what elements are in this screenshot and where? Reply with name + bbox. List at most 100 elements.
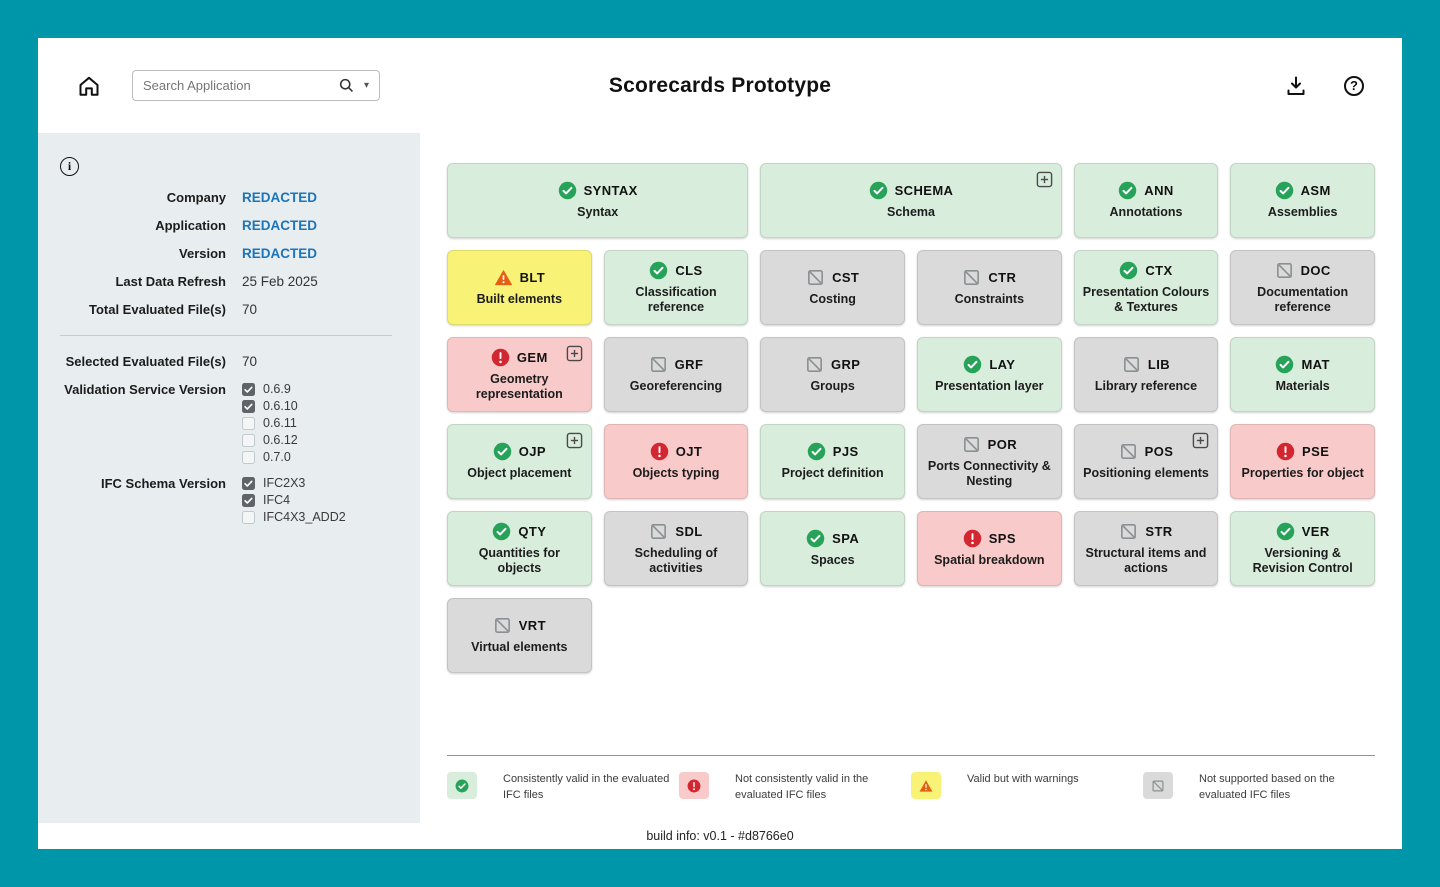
scorecard-lib[interactable]: LIB Library reference [1073, 337, 1219, 412]
download-button[interactable] [1284, 74, 1308, 98]
checkbox-unchecked[interactable] [242, 433, 255, 447]
scorecard-asm[interactable]: ASM Assemblies [1230, 163, 1375, 238]
legend-text: Not supported based on the evaluated IFC… [1199, 773, 1335, 801]
card-name: Geometry representation [475, 371, 563, 401]
filter-option-ifc2x3[interactable]: IFC2X3 [242, 476, 346, 490]
build-info: build info: v0.1 - #d8766e0 [646, 829, 794, 843]
legend-item-unsupported: Not supported based on the evaluated IFC… [1143, 772, 1375, 803]
filter-option-ifc4x3_add2[interactable]: IFC4X3_ADD2 [242, 510, 346, 524]
scorecard-pos[interactable]: POS Positioning elements [1073, 424, 1219, 499]
card-code: OJT [675, 444, 703, 459]
card-name: Presentation layer [935, 379, 1044, 393]
expand-plus-icon[interactable] [1192, 432, 1209, 449]
expand-plus-icon[interactable] [566, 432, 583, 449]
footer: build info: v0.1 - #d8766e0 [38, 823, 1402, 849]
card-head: PSE [1276, 442, 1329, 461]
check-circle-icon [963, 355, 982, 374]
scorecard-sps[interactable]: SPS Spatial breakdown [917, 511, 1062, 586]
filter-option-ifc4[interactable]: IFC4 [242, 493, 346, 507]
filter-option-0.6.12[interactable]: 0.6.12 [242, 433, 298, 447]
checkbox-unchecked[interactable] [242, 510, 255, 524]
scorecard-str[interactable]: STR Structural items and actions [1073, 511, 1219, 586]
checkbox-checked[interactable] [242, 493, 255, 507]
scorecard-pse[interactable]: PSE Properties for object [1230, 424, 1375, 499]
card-head: CTR [962, 268, 1016, 287]
scorecard-ojp[interactable]: OJP Object placement [447, 424, 592, 499]
scorecard-ctr[interactable]: CTR Constraints [917, 250, 1062, 325]
filter-option-0.6.10[interactable]: 0.6.10 [242, 399, 298, 413]
filter-group-ifc-schema-version: IFC Schema Version IFC2X3 IFC4 IFC4X3_ADD2 [60, 476, 392, 524]
search-input[interactable] [143, 78, 334, 93]
scorecard-mat[interactable]: MAT Materials [1230, 337, 1375, 412]
info-value-link[interactable]: REDACTED [242, 218, 318, 233]
help-button[interactable]: ? [1342, 74, 1366, 98]
scorecard-ann[interactable]: ANN Annotations [1073, 163, 1219, 238]
card-name: Virtual elements [471, 640, 568, 654]
filter-option-0.6.9[interactable]: 0.6.9 [242, 382, 298, 396]
expand-plus-icon[interactable] [1036, 171, 1053, 188]
card-head: DOC [1275, 261, 1331, 280]
filter-option-label: 0.6.10 [263, 399, 298, 413]
scorecard-grp[interactable]: GRP Groups [760, 337, 905, 412]
info-value-link[interactable]: REDACTED [242, 190, 318, 205]
checkbox-checked[interactable] [242, 476, 255, 490]
filter-option-0.6.11[interactable]: 0.6.11 [242, 416, 298, 430]
home-button[interactable] [74, 71, 104, 101]
scorecard-doc[interactable]: DOC Documentation reference [1230, 250, 1375, 325]
card-code: SPS [988, 531, 1016, 546]
checkbox-unchecked[interactable] [242, 416, 255, 430]
card-name: Scheduling of activities [634, 545, 718, 575]
card-head: CST [806, 268, 859, 287]
expand-plus-icon[interactable] [566, 345, 583, 362]
scorecard-por[interactable]: POR Ports Connectivity & Nesting [917, 424, 1062, 499]
checkbox-checked[interactable] [242, 399, 255, 413]
card-code: VER [1301, 523, 1330, 539]
scorecard-lay[interactable]: LAY Presentation layer [917, 337, 1062, 412]
card-head: QTY [492, 522, 546, 541]
search-box[interactable]: ▾ [132, 70, 380, 101]
warning-triangle-icon [494, 268, 513, 287]
card-code: ANN [1144, 183, 1174, 198]
card-head: CLS [649, 261, 702, 280]
scorecard-ver[interactable]: VER Versioning & Revision Control [1230, 511, 1375, 586]
scorecard-cls[interactable]: CLS Classification reference [603, 250, 749, 325]
card-name: Project definition [781, 466, 884, 480]
scorecard-qty[interactable]: QTY Quantities for objects [447, 511, 592, 586]
scorecard-schema[interactable]: SCHEMA Schema [760, 163, 1062, 238]
check-circle-icon [649, 261, 668, 280]
scorecard-grf[interactable]: GRF Georeferencing [603, 337, 749, 412]
checkbox-checked[interactable] [242, 382, 255, 396]
filter-group-validation-service-version: Validation Service Version 0.6.9 0.6.10 0.6… [60, 382, 392, 464]
selected-files-row: Selected Evaluated File(s) 70 [60, 354, 392, 370]
scorecard-spa[interactable]: SPA Spaces [760, 511, 905, 586]
scorecard-sdl[interactable]: SDL Scheduling of activities [603, 511, 749, 586]
not-supported-icon [962, 268, 981, 287]
scorecard-vrt[interactable]: VRT Virtual elements [447, 598, 592, 673]
filter-option-label: 0.6.12 [263, 433, 298, 447]
search-icon[interactable] [338, 77, 355, 94]
card-head: PJS [807, 442, 859, 461]
filter-option-label: IFC2X3 [263, 476, 306, 490]
card-name: Constraints [954, 292, 1025, 306]
scorecard-cst[interactable]: CST Costing [760, 250, 905, 325]
not-supported-icon [649, 355, 668, 374]
info-icon[interactable]: i [60, 157, 79, 176]
chevron-down-icon[interactable]: ▾ [363, 80, 369, 91]
sidebar-info-rows: Company REDACTED Application REDACTED Versio… [60, 190, 392, 317]
scorecard-blt[interactable]: BLT Built elements [447, 250, 592, 325]
card-name: Versioning & Revision Control [1252, 545, 1353, 575]
card-code: GRF [674, 357, 704, 372]
filter-option-label: 0.6.11 [263, 416, 297, 430]
check-circle-icon [1275, 355, 1294, 374]
card-code: CLS [675, 262, 703, 278]
scorecard-gem[interactable]: GEM Geometry representation [447, 337, 592, 412]
info-value-link[interactable]: REDACTED [242, 246, 318, 261]
checkbox-unchecked[interactable] [242, 450, 255, 464]
not-supported-icon [1143, 772, 1173, 800]
scorecard-syntax[interactable]: SYNTAX Syntax [447, 163, 749, 238]
not-supported-icon [806, 268, 825, 287]
scorecard-ojt[interactable]: OJT Objects typing [603, 424, 749, 499]
scorecard-ctx[interactable]: CTX Presentation Colours & Textures [1073, 250, 1219, 325]
scorecard-pjs[interactable]: PJS Project definition [760, 424, 905, 499]
filter-option-0.7.0[interactable]: 0.7.0 [242, 450, 298, 464]
